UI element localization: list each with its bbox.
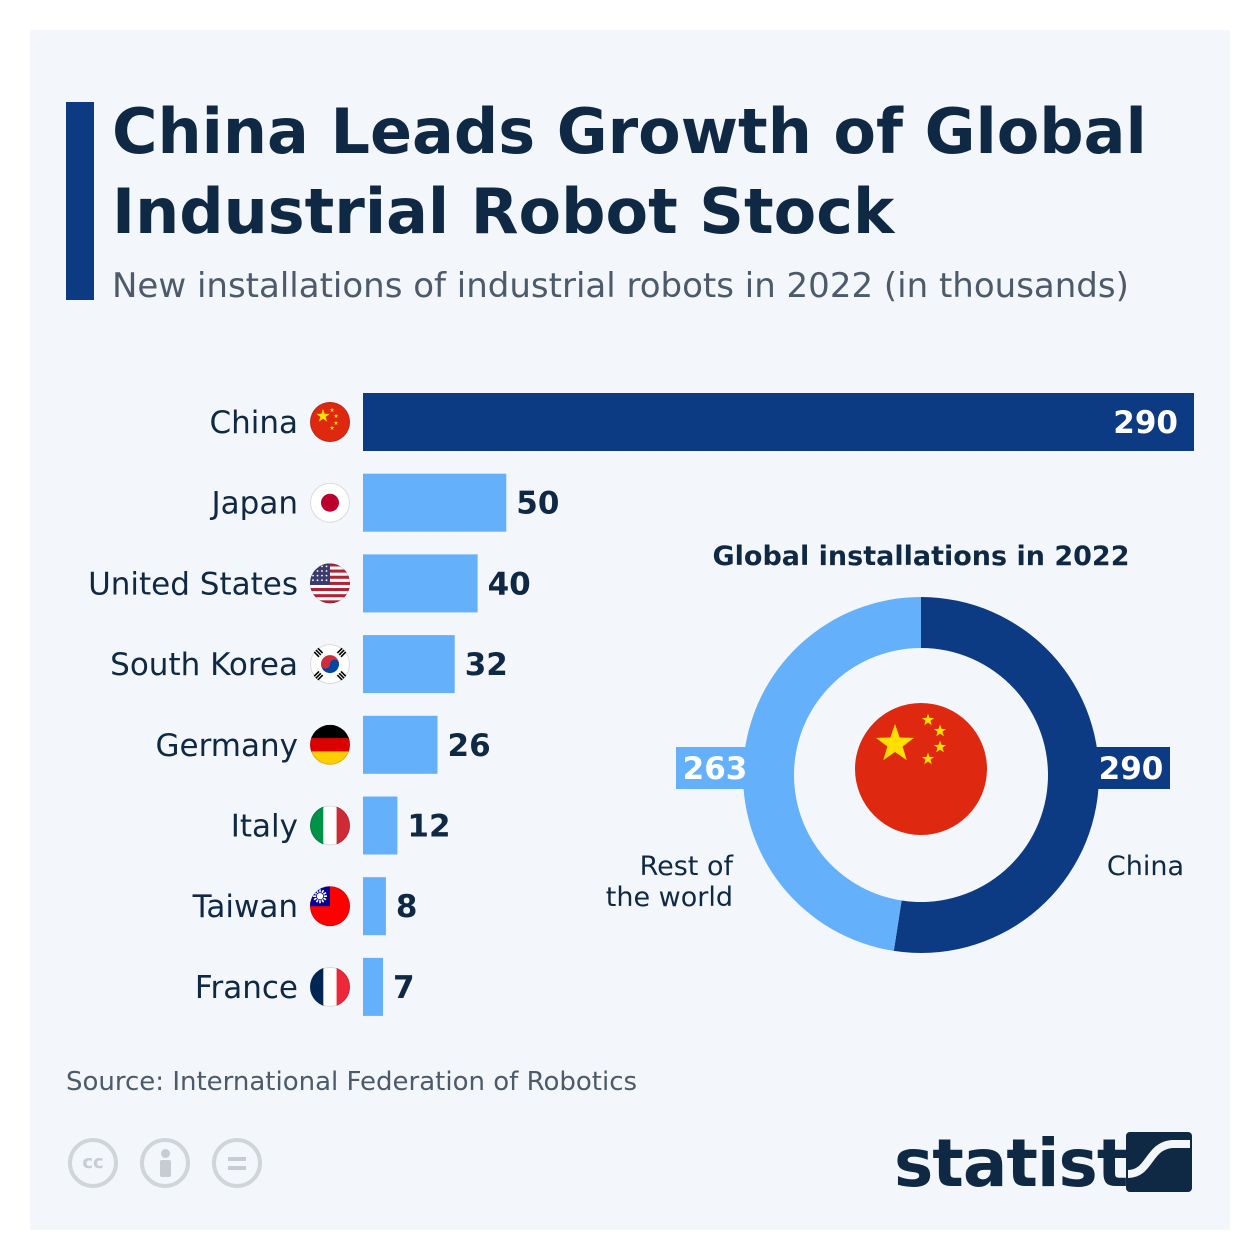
donut-value-label: 290: [1099, 751, 1164, 787]
cc-icon: cc: [68, 1138, 118, 1188]
usa-flag-icon: [310, 563, 350, 604]
infographic-card: [30, 30, 1230, 1230]
data-label: 50: [516, 486, 559, 522]
data-label: 8: [396, 889, 418, 925]
donut-slice: [742, 597, 921, 951]
category-label: Germany: [156, 728, 298, 764]
donut-slice-label: Rest of the world: [606, 851, 735, 913]
attribution-icon: [140, 1138, 190, 1188]
statista-logo-icon: [1126, 1132, 1192, 1192]
south-korea-flag-icon: [310, 644, 350, 685]
bar: [363, 635, 455, 694]
donut-value-label: 263: [683, 751, 748, 787]
bar: [363, 393, 1194, 451]
category-label: South Korea: [110, 647, 298, 683]
donut-title: Global installations in 2022: [713, 541, 1130, 572]
category-label: China: [209, 405, 298, 441]
chart-subtitle: New installations of industrial robots i…: [112, 266, 1129, 306]
china-flag-icon: [310, 402, 350, 442]
source-note: Source: International Federation of Robo…: [66, 1067, 638, 1097]
taiwan-flag-icon: [310, 886, 350, 927]
donut-value-badge: [676, 747, 754, 789]
bar: [363, 715, 438, 774]
category-label: United States: [88, 566, 298, 602]
italy-flag-icon: [310, 805, 350, 846]
bar: [363, 473, 507, 532]
donut-slice: [893, 597, 1099, 953]
bar: [363, 877, 386, 936]
bar: [363, 957, 384, 1016]
data-label: 12: [407, 809, 450, 845]
title-accent-bar: [66, 102, 94, 300]
data-label: 26: [448, 728, 491, 764]
category-label: France: [195, 970, 298, 1006]
data-label: 40: [488, 566, 531, 602]
data-label: 32: [465, 647, 508, 683]
france-flag-icon: [310, 966, 350, 1007]
bar: [363, 796, 398, 855]
bar: [363, 554, 478, 613]
japan-flag-icon: [310, 482, 350, 523]
bar-chart: China 290 Japan 50 United States 40 South Kore…: [88, 393, 1194, 1016]
no-derivatives-icon: [212, 1138, 262, 1188]
statista-logo: statista: [894, 1125, 1172, 1202]
data-label: 7: [393, 970, 415, 1006]
china-flag-icon: [855, 703, 987, 835]
chart-title: China Leads Growth of Global Industrial …: [112, 95, 1147, 248]
category-label: Japan: [210, 486, 298, 522]
donut-slice-label: China: [1107, 851, 1184, 882]
data-label: 290: [1113, 405, 1178, 441]
category-label: Italy: [231, 809, 298, 845]
donut-chart: Global installations in 2022 290 China 263 R…: [606, 541, 1184, 953]
donut-value-badge: [1092, 747, 1170, 789]
germany-flag-icon: [310, 724, 350, 765]
category-label: Taiwan: [192, 889, 298, 925]
